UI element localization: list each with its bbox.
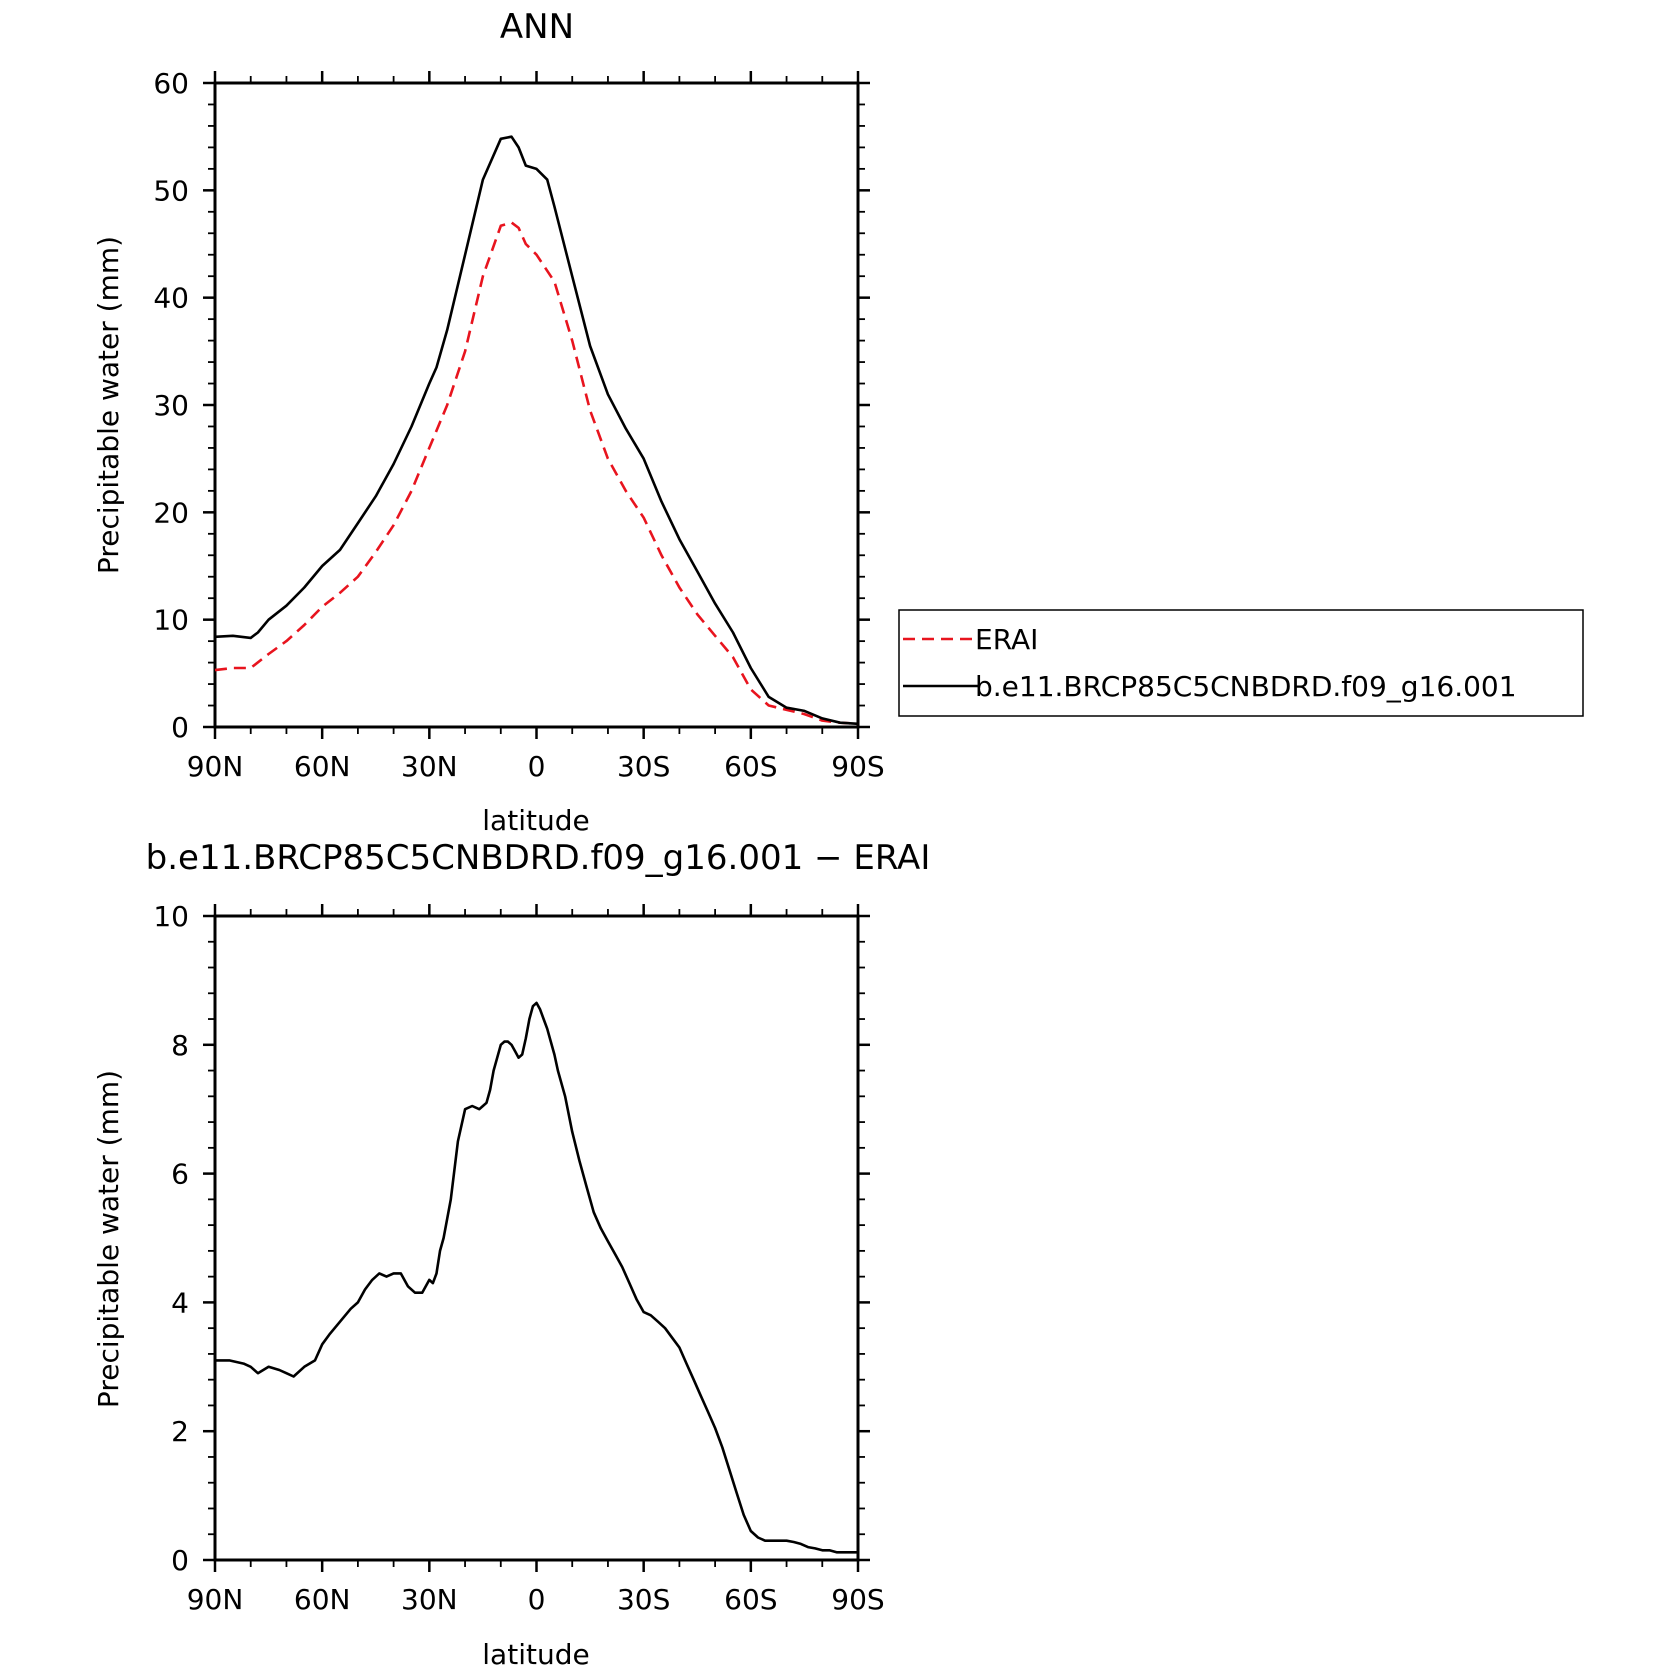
bottom-y-tick-label: 8 xyxy=(171,1029,189,1062)
legend-box xyxy=(898,609,1584,717)
top-x-tick-label: 60N xyxy=(294,750,351,783)
bottom-panel-title: b.e11.BRCP85C5CNBDRD.f09_g16.001 − ERAI xyxy=(146,838,931,878)
bottom-x-tick-label: 60N xyxy=(294,1583,351,1616)
top-y-tick-label: 0 xyxy=(171,711,189,744)
legend-label-model: b.e11.BRCP85C5CNBDRD.f09_g16.001 xyxy=(975,670,1517,703)
top-x-tick-label: 30S xyxy=(617,750,670,783)
bottom-panel: b.e11.BRCP85C5CNBDRD.f09_g16.001 − ERAI … xyxy=(92,838,930,1669)
top-y-tick-label: 60 xyxy=(153,67,189,100)
bottom-y-tick-label: 10 xyxy=(153,900,189,933)
top-panel-title: ANN xyxy=(500,7,574,47)
bottom-series-lines xyxy=(215,1001,858,1554)
top-axis-ticks: 90N 60N 30N 0 30S 60S 90S 0 10 20 30 40 50 60 xyxy=(153,67,884,783)
bottom-x-axis-label: latitude xyxy=(482,1638,589,1669)
bottom-y-tick-label: 0 xyxy=(171,1544,189,1577)
bottom-y-tick-label: 6 xyxy=(171,1158,189,1191)
top-y-tick-label: 50 xyxy=(153,174,189,207)
top-series-lines xyxy=(214,135,859,726)
bottom-plot-frame xyxy=(213,914,860,1562)
top-y-tick-label: 30 xyxy=(153,389,189,422)
top-y-tick-label: 10 xyxy=(153,604,189,637)
top-x-tick-label: 0 xyxy=(528,750,546,783)
bottom-series-line-difference xyxy=(215,1001,858,1554)
top-y-axis-label: Precipitable water (mm) xyxy=(92,236,125,574)
bottom-x-tick-label: 60S xyxy=(724,1583,777,1616)
bottom-y-axis-label: Precipitable water (mm) xyxy=(92,1070,125,1408)
bottom-x-tick-label: 90N xyxy=(187,1583,244,1616)
top-x-tick-label: 60S xyxy=(724,750,777,783)
top-y-tick-label: 40 xyxy=(153,282,189,315)
legend: ERAI b.e11.BRCP85C5CNBDRD.f09_g16.001 xyxy=(898,609,1584,717)
bottom-x-tick-label: 30S xyxy=(617,1583,670,1616)
top-series-line-model xyxy=(214,135,859,726)
top-panel: ANN 90N 60N 30N 0 30S 60S 90S 0 10 20 30 40 50 60 Pre… xyxy=(92,7,885,837)
bottom-axis-ticks: 90N 60N 30N 0 30S 60S 90S 0 2 4 6 8 10 xyxy=(153,900,884,1616)
bottom-y-tick-label: 2 xyxy=(171,1415,189,1448)
top-x-tick-label: 30N xyxy=(401,750,458,783)
bottom-x-tick-label: 30N xyxy=(401,1583,458,1616)
bottom-x-tick-label: 90S xyxy=(831,1583,884,1616)
top-x-tick-label: 90S xyxy=(831,750,884,783)
top-series-line-erai xyxy=(214,221,859,726)
top-y-tick-label: 20 xyxy=(153,496,189,529)
top-x-axis-label: latitude xyxy=(482,804,589,837)
top-plot-frame xyxy=(213,81,860,729)
bottom-x-tick-label: 0 xyxy=(528,1583,546,1616)
legend-label-erai: ERAI xyxy=(975,623,1038,656)
top-x-tick-label: 90N xyxy=(187,750,244,783)
bottom-y-tick-label: 4 xyxy=(171,1286,189,1319)
